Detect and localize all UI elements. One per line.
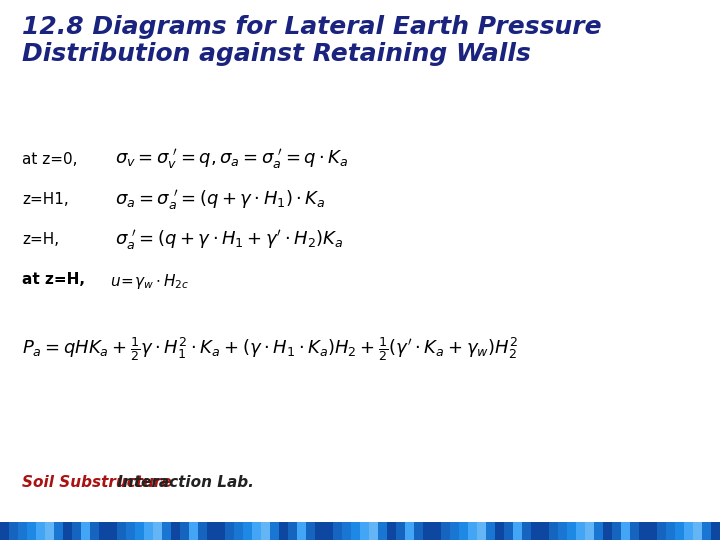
- Bar: [540, 522, 549, 540]
- Bar: [63, 522, 71, 540]
- Bar: [117, 522, 125, 540]
- Bar: [531, 522, 539, 540]
- Bar: [36, 522, 45, 540]
- Bar: [567, 522, 575, 540]
- Bar: [108, 522, 117, 540]
- Bar: [648, 522, 657, 540]
- Bar: [180, 522, 189, 540]
- Text: Distribution against Retaining Walls: Distribution against Retaining Walls: [22, 42, 531, 66]
- Bar: [387, 522, 395, 540]
- Bar: [549, 522, 557, 540]
- Bar: [144, 522, 153, 540]
- Bar: [423, 522, 431, 540]
- Bar: [621, 522, 629, 540]
- Bar: [198, 522, 207, 540]
- Bar: [396, 522, 405, 540]
- Bar: [369, 522, 377, 540]
- Bar: [504, 522, 513, 540]
- Bar: [351, 522, 359, 540]
- Bar: [9, 522, 17, 540]
- Bar: [162, 522, 171, 540]
- Bar: [405, 522, 413, 540]
- Bar: [270, 522, 279, 540]
- Bar: [153, 522, 161, 540]
- Bar: [315, 522, 323, 540]
- Bar: [306, 522, 315, 540]
- Text: Soil Substructure: Soil Substructure: [22, 475, 172, 490]
- Bar: [468, 522, 477, 540]
- Bar: [702, 522, 711, 540]
- Bar: [45, 522, 53, 540]
- Bar: [360, 522, 369, 540]
- Bar: [585, 522, 593, 540]
- Bar: [279, 522, 287, 540]
- Bar: [207, 522, 215, 540]
- Bar: [297, 522, 305, 540]
- Bar: [639, 522, 647, 540]
- Bar: [333, 522, 341, 540]
- Bar: [522, 522, 531, 540]
- Bar: [243, 522, 251, 540]
- Bar: [630, 522, 639, 540]
- Bar: [90, 522, 99, 540]
- Bar: [612, 522, 621, 540]
- Bar: [18, 522, 27, 540]
- Bar: [378, 522, 387, 540]
- Bar: [225, 522, 233, 540]
- Bar: [675, 522, 683, 540]
- Bar: [693, 522, 701, 540]
- Bar: [684, 522, 693, 540]
- Bar: [72, 522, 81, 540]
- Bar: [711, 522, 719, 540]
- Bar: [486, 522, 495, 540]
- Text: at z=0,: at z=0,: [22, 152, 78, 167]
- Text: $\sigma_a^{\ \prime} = (q + \gamma \cdot H_1 + \gamma^{\prime} \cdot H_2) K_a$: $\sigma_a^{\ \prime} = (q + \gamma \cdot…: [115, 228, 343, 252]
- Bar: [432, 522, 441, 540]
- Text: $\sigma_v = \sigma_v^{\ \prime} = q,\sigma_a = \sigma_a^{\ \prime} = q \cdot K_a: $\sigma_v = \sigma_v^{\ \prime} = q,\sig…: [115, 147, 348, 171]
- Bar: [0, 522, 9, 540]
- Bar: [189, 522, 197, 540]
- Bar: [171, 522, 179, 540]
- Text: z=H1,: z=H1,: [22, 192, 68, 207]
- Bar: [252, 522, 261, 540]
- Bar: [324, 522, 333, 540]
- Text: at z=H,: at z=H,: [22, 272, 85, 287]
- Bar: [288, 522, 297, 540]
- Text: Interaction Lab.: Interaction Lab.: [112, 475, 254, 490]
- Bar: [135, 522, 143, 540]
- Bar: [477, 522, 485, 540]
- Bar: [657, 522, 665, 540]
- Bar: [414, 522, 423, 540]
- Bar: [261, 522, 269, 540]
- Text: $u\!=\!\gamma_w \cdot H_{2c}$: $u\!=\!\gamma_w \cdot H_{2c}$: [100, 272, 189, 291]
- Bar: [441, 522, 449, 540]
- Bar: [558, 522, 567, 540]
- Bar: [27, 522, 35, 540]
- Bar: [594, 522, 603, 540]
- Bar: [81, 522, 89, 540]
- Bar: [495, 522, 503, 540]
- Bar: [450, 522, 459, 540]
- Bar: [666, 522, 675, 540]
- Bar: [216, 522, 225, 540]
- Bar: [126, 522, 135, 540]
- Text: $P_a = qHK_a + \frac{1}{2}\gamma \cdot H_1^2 \cdot K_a + (\gamma \cdot H_1 \cdot: $P_a = qHK_a + \frac{1}{2}\gamma \cdot H…: [22, 335, 518, 363]
- Bar: [603, 522, 611, 540]
- Bar: [576, 522, 585, 540]
- Bar: [54, 522, 63, 540]
- Text: $\sigma_a = \sigma_a^{\ \prime} = (q + \gamma \cdot H_1) \cdot K_a$: $\sigma_a = \sigma_a^{\ \prime} = (q + \…: [115, 188, 325, 212]
- Bar: [459, 522, 467, 540]
- Bar: [513, 522, 521, 540]
- Bar: [234, 522, 243, 540]
- Text: z=H,: z=H,: [22, 232, 59, 247]
- Text: 12.8 Diagrams for Lateral Earth Pressure: 12.8 Diagrams for Lateral Earth Pressure: [22, 15, 602, 39]
- Bar: [99, 522, 107, 540]
- Bar: [342, 522, 351, 540]
